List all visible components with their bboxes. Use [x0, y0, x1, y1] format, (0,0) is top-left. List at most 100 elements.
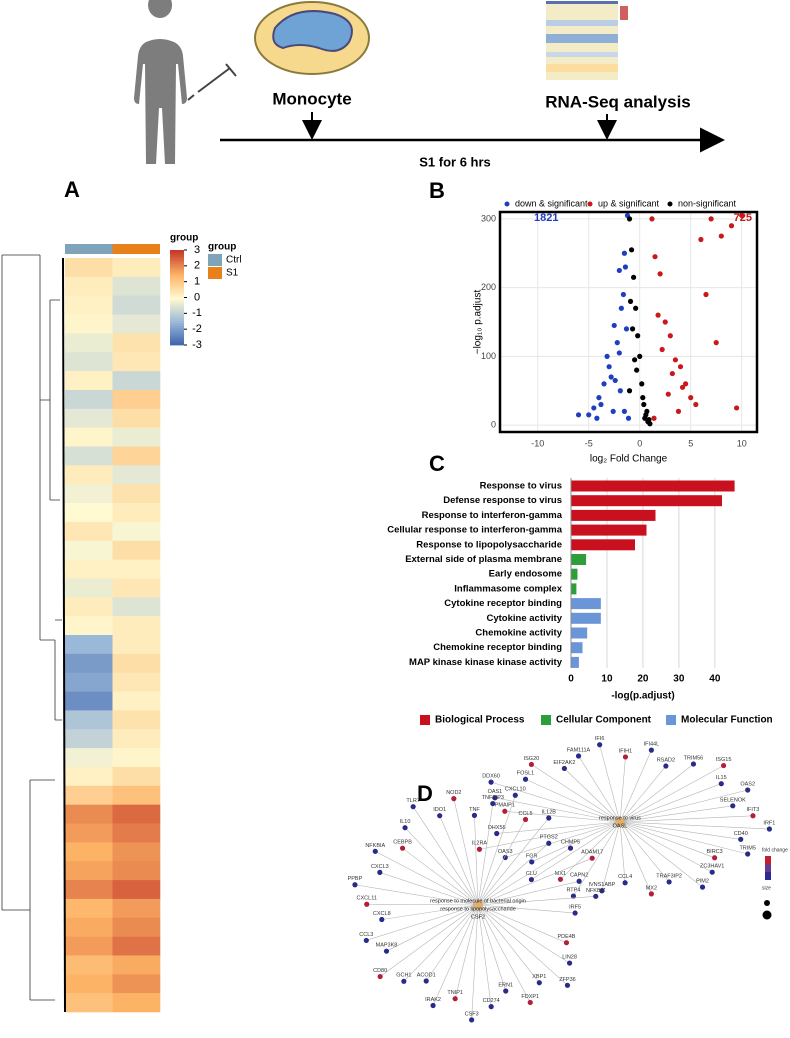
- y-tick-label: Response to interferon-gamma: [422, 510, 563, 521]
- edge: [619, 821, 748, 855]
- heatmap-cell: [112, 258, 161, 278]
- heatmap-cell: [112, 559, 161, 579]
- gene-node: [471, 812, 478, 818]
- point: [629, 326, 636, 332]
- gene-label: CAPN2: [570, 873, 588, 879]
- gene-label: CCL3: [359, 932, 373, 938]
- gene-label: IFI44L: [644, 742, 660, 748]
- fold-change-bar: [765, 864, 771, 872]
- heatmap-cell: [112, 427, 161, 447]
- column-annotation: [65, 244, 113, 254]
- gene-node: [410, 804, 416, 810]
- dendrogram: [1, 254, 62, 1001]
- heatmap-cell: [65, 371, 113, 391]
- point: [622, 264, 629, 270]
- colorbar-step: [170, 302, 184, 306]
- y-tick-label: Defense response to virus: [443, 495, 562, 506]
- heatmap-cell: [65, 823, 113, 843]
- edge: [578, 755, 621, 823]
- point: [634, 367, 640, 373]
- edge: [560, 821, 621, 880]
- gene-node: [529, 859, 535, 865]
- point: [651, 415, 657, 421]
- hub-node: [615, 817, 625, 827]
- edge: [386, 904, 479, 952]
- edge: [366, 904, 479, 941]
- edge: [619, 815, 753, 823]
- bar: [571, 612, 601, 624]
- heatmap-cell: [65, 917, 113, 937]
- mini-heatmap: [546, 1, 628, 80]
- gene-node: [488, 1004, 494, 1010]
- point: [586, 412, 592, 418]
- count-label: 725: [734, 212, 752, 224]
- heatmap-cell: [112, 314, 161, 334]
- gene-node: [494, 830, 500, 837]
- y-tick-label: 100: [481, 351, 496, 361]
- colorbar-step: [170, 299, 184, 303]
- x-axis-label: log₂ Fold Change: [590, 454, 668, 465]
- edge: [477, 904, 492, 1007]
- gene-label: IL10: [400, 819, 411, 825]
- colorbar-step: [170, 257, 184, 260]
- edge: [453, 798, 479, 906]
- colorbar-step: [170, 297, 184, 301]
- gene-node: [469, 1017, 475, 1023]
- gene-label: ZC3HAV1: [700, 864, 724, 870]
- point: [639, 381, 645, 387]
- gene-label: TNFAIP3: [482, 795, 504, 801]
- count-label: 1821: [534, 212, 558, 224]
- gene-node: [648, 891, 654, 897]
- gene-node: [593, 893, 599, 899]
- point: [630, 274, 637, 280]
- point: [734, 405, 740, 411]
- gene-label: ISG20: [524, 756, 540, 762]
- bar: [571, 642, 583, 654]
- heatmap-cell: [112, 635, 161, 655]
- point: [728, 223, 735, 229]
- edge: [381, 904, 479, 920]
- edge: [619, 821, 715, 859]
- colorbar-step: [170, 273, 184, 277]
- edge: [477, 819, 526, 906]
- colorbar-tick-label: -2: [192, 323, 202, 335]
- gene-label: CD274: [483, 998, 500, 1004]
- heatmap-cell: [65, 446, 113, 466]
- gene-node: [718, 781, 724, 787]
- network-legend-label: size: [762, 885, 771, 891]
- edge: [619, 789, 748, 823]
- point: [601, 381, 607, 387]
- heatmap-cell: [65, 521, 113, 542]
- point: [647, 421, 653, 427]
- heatmap-cell: [65, 710, 113, 730]
- gene-label: FGR: [526, 853, 538, 859]
- colorbar-tick-label: -1: [192, 307, 202, 319]
- colorbar-step: [170, 254, 184, 258]
- gene-node: [502, 808, 508, 814]
- gene-node: [745, 787, 751, 793]
- edge: [496, 821, 621, 834]
- point: [633, 305, 639, 311]
- point: [652, 254, 658, 260]
- heatmap-cell: [112, 333, 161, 353]
- heatmap-cell: [112, 616, 161, 636]
- legend-label: up & significant: [598, 198, 660, 208]
- gene-node: [452, 996, 458, 1002]
- gene-label: CD40: [734, 831, 748, 837]
- gene-node: [490, 800, 496, 807]
- heatmap-cell: [112, 766, 161, 787]
- gene-label: LIN28: [562, 955, 577, 961]
- point: [618, 305, 624, 311]
- point: [623, 326, 630, 332]
- gene-label: IL2RA: [472, 841, 488, 847]
- colorbar-step: [170, 333, 184, 336]
- gene-label: ISG15: [716, 757, 732, 763]
- gene-label: ADAM17: [581, 850, 603, 856]
- gene-label: TNIP1: [447, 990, 463, 996]
- point: [669, 370, 675, 377]
- gene-label: NOD2: [446, 790, 461, 796]
- edge: [474, 815, 479, 906]
- heatmap-cell: [65, 993, 113, 1013]
- edge: [531, 821, 621, 880]
- edge: [619, 765, 724, 823]
